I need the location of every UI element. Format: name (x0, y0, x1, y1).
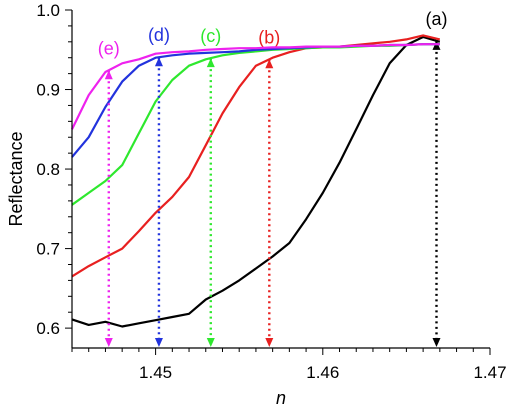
marker-top-arrow-e (104, 70, 113, 80)
x-axis-title: n (276, 388, 286, 408)
series-line-b (71, 34, 441, 278)
y-tick-label: 1.0 (36, 1, 60, 20)
y-tick-label: 0.7 (36, 240, 60, 259)
x-ticks: 1.45 1.46 1.47 (71, 348, 507, 382)
marker-top-arrow-b (265, 59, 274, 69)
curve-label-c: (c) (200, 26, 221, 46)
curve-label-d: (d) (148, 25, 170, 45)
x-tick-label: 1.46 (306, 363, 339, 382)
y-ticks: 0.6 0.7 0.8 0.9 1.0 (36, 1, 72, 338)
marker-arrow-d (154, 338, 163, 347)
axes: 1.45 1.46 1.47 0.6 0.7 0.8 0.9 1.0 (36, 1, 506, 382)
plot-area: (a) (b) (c) (d) (e) (71, 9, 447, 347)
curve-label-e: (e) (98, 38, 120, 58)
curve-label-b: (b) (258, 27, 280, 47)
y-axis-title: Reflectance (6, 131, 26, 226)
curve-label-a: (a) (425, 9, 447, 29)
series-line-c (71, 43, 440, 206)
series-line-a (71, 35, 441, 328)
y-tick-label: 0.6 (36, 319, 60, 338)
marker-arrow-c (206, 338, 215, 347)
marker-top-arrow-a (432, 40, 441, 50)
marker-top-arrow-c (206, 58, 215, 68)
y-tick-label: 0.9 (36, 81, 60, 100)
marker-arrow-e (104, 338, 113, 347)
marker-arrow-b (265, 338, 274, 347)
x-tick-label: 1.47 (473, 363, 506, 382)
marker-top-arrow-d (154, 57, 163, 67)
y-tick-label: 0.8 (36, 160, 60, 179)
series-line-e (71, 43, 440, 130)
x-tick-label: 1.45 (139, 363, 172, 382)
marker-arrow-a (432, 338, 441, 347)
